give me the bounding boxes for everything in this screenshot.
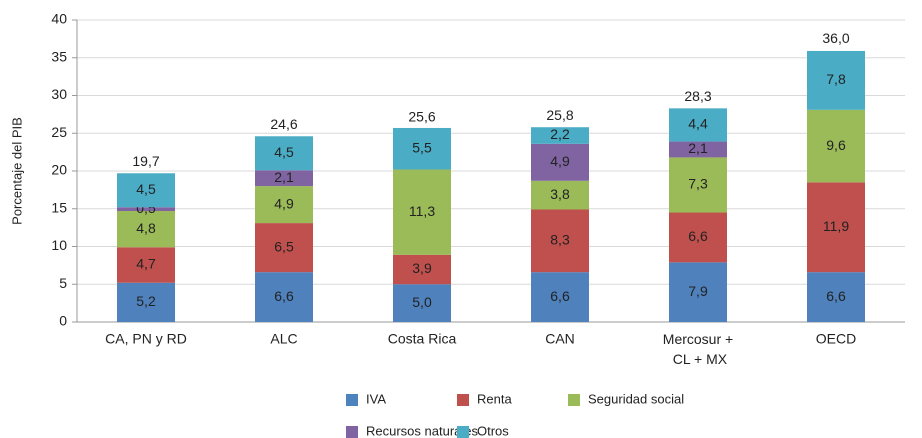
- total-label: 25,8: [546, 107, 573, 123]
- legend-label: Seguridad social: [588, 391, 684, 406]
- value-label: 5,0: [412, 294, 432, 310]
- bar-segment: [255, 170, 313, 187]
- value-label: 11,3: [409, 203, 435, 219]
- bar-segment: [393, 169, 451, 255]
- value-label: 5,5: [412, 139, 432, 155]
- value-label: 6,6: [688, 228, 708, 244]
- y-tick-label: 30: [51, 86, 67, 102]
- bar-segment: [117, 282, 175, 322]
- y-tick-label: 40: [51, 11, 67, 27]
- bar-segment: [807, 272, 865, 322]
- value-label: 11,9: [823, 218, 849, 234]
- legend-swatch: [346, 394, 358, 406]
- bar-segment: [531, 209, 589, 273]
- legend-swatch: [457, 426, 469, 438]
- x-tick-label: CA, PN y RD: [105, 331, 187, 347]
- value-label: 4,7: [136, 256, 156, 272]
- bar-segment: [807, 109, 865, 183]
- bar-segment: [669, 262, 727, 322]
- x-tick-label: OECD: [816, 331, 856, 347]
- value-label: 6,6: [550, 288, 570, 304]
- legend-label: Otros: [477, 423, 509, 438]
- bar-segment: [255, 272, 313, 322]
- value-label: 4,4: [688, 116, 708, 132]
- bar-segment: [531, 143, 589, 181]
- value-label: 3,9: [412, 260, 432, 276]
- value-label: 6,6: [826, 288, 846, 304]
- value-label: 4,5: [136, 181, 156, 197]
- bar-segment: [117, 247, 175, 283]
- total-label: 28,3: [684, 88, 711, 104]
- bar-segment: [255, 186, 313, 224]
- bar-segment: [807, 182, 865, 273]
- value-label: 4,8: [136, 220, 156, 236]
- value-label: 7,8: [826, 71, 846, 87]
- legend-swatch: [346, 426, 358, 438]
- bar-segment: [669, 212, 727, 263]
- y-tick-label: 15: [51, 199, 67, 215]
- value-label: 3,8: [550, 186, 570, 202]
- value-label: 5,2: [136, 293, 156, 309]
- bar-segment: [531, 180, 589, 210]
- bar-segment: [669, 157, 727, 213]
- y-tick-label: 25: [51, 124, 67, 140]
- value-label: 2,1: [688, 140, 708, 156]
- y-tick-label: 10: [51, 237, 67, 253]
- y-tick-label: 0: [59, 313, 67, 329]
- bar-segment: [393, 127, 451, 170]
- value-label: 4,9: [274, 195, 294, 211]
- bar-segment: [117, 207, 175, 212]
- legend-label: IVA: [366, 391, 386, 406]
- bar-segment: [669, 108, 727, 142]
- total-label: 36,0: [822, 30, 849, 46]
- legend-swatch: [457, 394, 469, 406]
- y-tick-label: 35: [51, 48, 67, 64]
- bar-segment: [669, 141, 727, 158]
- value-label: 8,3: [550, 232, 570, 248]
- value-label: 6,6: [274, 288, 294, 304]
- total-label: 24,6: [270, 116, 297, 132]
- bar-segment: [531, 127, 589, 144]
- bar-segment: [255, 136, 313, 171]
- legend-swatch: [568, 394, 580, 406]
- y-tick-label: 5: [59, 275, 67, 291]
- y-axis-label: Porcentaje del PIB: [9, 117, 24, 225]
- value-label: 2,1: [274, 169, 294, 185]
- value-label: 4,9: [550, 153, 570, 169]
- x-tick-label: ALC: [270, 331, 297, 347]
- bar-segment: [807, 50, 865, 110]
- total-label: 25,6: [408, 108, 435, 124]
- bar-segment: [393, 284, 451, 322]
- legend-label: Renta: [477, 391, 512, 406]
- bar-segment: [255, 223, 313, 273]
- value-label: 7,9: [688, 283, 708, 299]
- value-label: 4,5: [274, 144, 294, 160]
- x-tick-label: CAN: [545, 331, 575, 347]
- value-label: 7,3: [688, 176, 708, 192]
- y-tick-label: 20: [51, 162, 67, 178]
- bar-segment: [393, 254, 451, 285]
- value-label: 9,6: [826, 137, 846, 153]
- bar-segment: [531, 272, 589, 322]
- x-tick-label: Costa Rica: [388, 331, 457, 347]
- total-label: 19,7: [132, 153, 159, 169]
- bar-segment: [117, 211, 175, 248]
- bar-segment: [117, 173, 175, 208]
- value-label: 6,5: [274, 238, 294, 254]
- value-label: 2,2: [550, 126, 570, 142]
- x-tick-label: Mercosur + CL + MX: [663, 331, 733, 367]
- legend-label: Recursos naturales: [366, 423, 478, 438]
